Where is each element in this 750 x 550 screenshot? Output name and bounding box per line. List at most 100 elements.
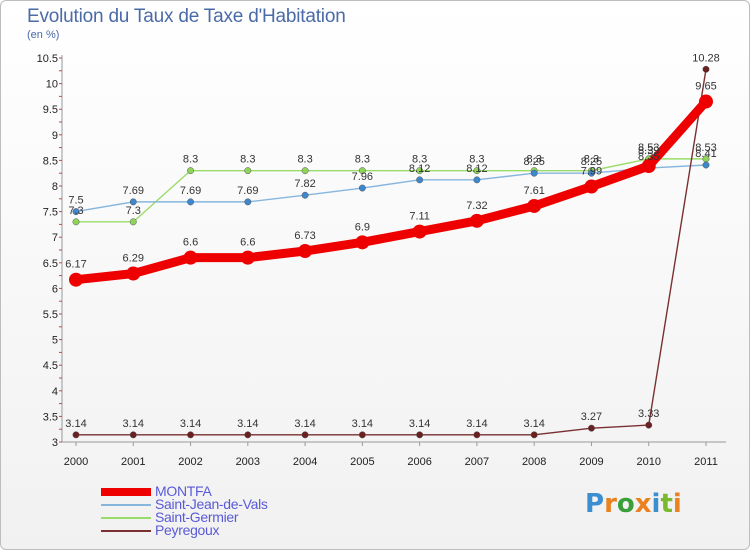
data-label: 8.3 [297,154,312,166]
y-tick-label: 8 [52,181,58,193]
data-point [187,167,194,175]
data-label: 7.99 [581,166,602,178]
data-label: 7.3 [68,205,83,217]
data-label: 3.14 [466,418,487,430]
data-point [72,208,80,216]
y-tick-label: 3.5 [43,411,58,423]
x-tick-label: 2009 [579,456,603,468]
data-label: 9.65 [695,81,716,93]
data-point [240,250,255,265]
legend-swatch [101,529,151,532]
y-tick-label: 3 [52,437,58,449]
axes: 3 3.5 4 4.5 5 5.5 6 6.5 7 7.5 8 8.5 9 9.5 10 10.5 2000 20… [37,53,726,468]
data-point [298,244,313,259]
data-label: 7.5 [68,195,83,207]
data-point [416,176,424,184]
data-label: 3.14 [294,418,315,430]
logo-letter: P [585,489,605,519]
logo-letter: i [672,489,682,519]
data-point [72,218,80,226]
data-label: 6.9 [355,221,370,233]
chart-title: Evolution du Taux de Taxe d'Habitation [27,6,346,27]
data-point [473,431,481,439]
legend-item: Saint-Germier [101,510,268,524]
data-label: 3.27 [581,411,602,423]
data-point [355,235,370,250]
logo-letter: r [604,489,617,519]
data-label: 7.32 [466,200,487,212]
y-tick-label: 10.5 [37,53,58,65]
data-label: 3.14 [237,418,258,430]
logo-letter: o [616,489,635,519]
data-label: 7.3 [126,205,141,217]
data-label: 6.6 [183,237,198,249]
data-label: 7.61 [523,185,544,197]
legend: MONTFA Saint-Jean-de-Vals Saint-Germier Pey… [101,484,268,538]
logo-letter: i [651,489,661,519]
legend-item: Saint-Jean-de-Vals [101,496,268,512]
data-point [588,424,595,432]
data-point [244,198,252,206]
data-point [183,250,198,265]
data-point [301,167,309,175]
data-label: 8.12 [466,163,487,175]
x-tick-label: 2005 [350,456,374,468]
data-label: 3.14 [65,418,86,430]
data-label: 8.12 [409,163,430,175]
y-tick-label: 9 [52,130,58,142]
data-label: 8.35 [638,151,659,163]
data-label: 7.69 [237,185,258,197]
data-point [129,198,137,206]
data-point [527,198,542,213]
data-label: 6.29 [123,253,144,265]
legend-label: Peyregoux [155,522,220,538]
y-tick-label: 8.5 [43,155,58,167]
data-label: 8.3 [240,154,255,166]
data-label: 10.28 [692,52,720,64]
y-tick-label: 4 [52,386,58,398]
y-tick-label: 7.5 [43,207,58,219]
data-point [129,218,137,226]
data-point [702,161,710,169]
series-line-Saint-Jean-de-Vals [75,164,707,213]
data-point [530,431,538,439]
data-label: 3.33 [638,408,659,420]
legend-item: Peyregoux [101,522,268,538]
data-point [358,167,366,175]
x-tick-label: 2001 [121,456,145,468]
data-point [584,179,599,194]
data-point [126,266,141,281]
data-label: 8.53 [695,142,716,154]
data-label: 3.14 [409,418,430,430]
x-tick-label: 2011 [694,456,718,468]
data-label: 7.69 [180,185,201,197]
data-label: 7.96 [352,171,373,183]
data-label: 3.14 [123,418,144,430]
legend-swatch [101,487,151,496]
data-label: 8.3 [183,154,198,166]
data-point [530,169,538,177]
series-line-MONTFA [71,97,711,285]
data-label: 8.25 [581,156,602,168]
data-point [641,159,656,174]
data-point [469,213,484,228]
data-point [244,431,252,439]
data-point [358,431,366,439]
data-label: 7.11 [409,211,430,223]
data-point [473,176,481,184]
y-tick-label: 5.5 [43,309,58,321]
x-tick-label: 2006 [407,456,431,468]
chart-unit: (en %) [27,29,60,41]
legend-swatch [101,516,151,519]
y-tick-label: 5 [52,335,58,347]
data-label: 8.3 [412,154,427,166]
legend-label: Saint-Jean-de-Vals [155,496,268,512]
data-point [645,421,653,429]
y-tick-label: 9.5 [43,104,58,116]
data-label: 3.14 [523,418,544,430]
y-tick-label: 7 [52,232,58,244]
data-point [412,224,427,239]
data-point [358,184,366,192]
data-label: 8.39 [638,145,659,157]
data-label: 7.82 [294,178,315,190]
